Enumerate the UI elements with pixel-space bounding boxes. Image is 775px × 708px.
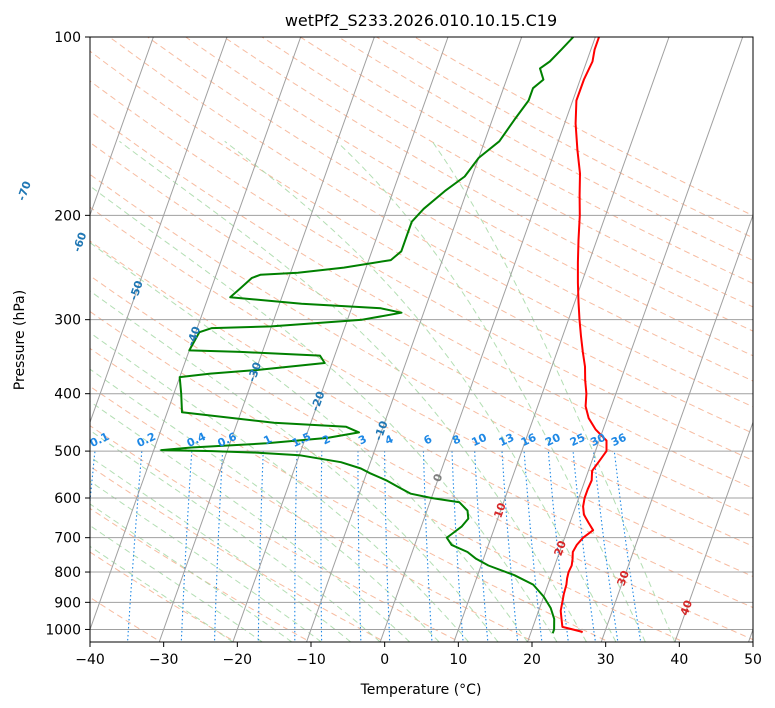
dry-adiabat-line <box>90 173 753 547</box>
y-tick-label: 300 <box>54 313 81 329</box>
mixing-ratio-line <box>422 451 433 642</box>
y-tick-label: 600 <box>54 491 81 507</box>
isotherm-label: -40 <box>184 324 203 347</box>
x-tick-label: 40 <box>670 652 688 668</box>
isotherm-label: -20 <box>309 389 328 412</box>
y-tick-label: 800 <box>54 565 81 581</box>
skewed-isotherm-gridlines <box>90 37 753 642</box>
y-tick-label: 700 <box>54 531 81 547</box>
x-axis-ticks: −40 −30 −20 −10 0 10 20 30 40 50 <box>75 642 762 668</box>
dry-adiabat-line <box>223 37 753 332</box>
mixing-ratio-line <box>320 451 323 642</box>
isotherm-label: -10 <box>372 419 391 442</box>
isotherm-label: 10 <box>491 501 508 520</box>
x-tick-label: −20 <box>223 652 253 668</box>
dry-adiabat-line <box>90 240 753 609</box>
dry-adiabat-line <box>299 37 753 284</box>
mixing-ratio-label: 10 <box>470 431 490 449</box>
isotherm-label: -60 <box>70 230 89 253</box>
isotherm-gridline <box>90 37 154 217</box>
mixing-ratio-label: 16 <box>519 431 539 449</box>
x-tick-label: 0 <box>380 652 389 668</box>
isotherm-gridline <box>90 37 228 424</box>
plot-area <box>90 37 753 642</box>
isotherm-gridline <box>674 420 753 642</box>
isotherm-gridline <box>527 37 744 642</box>
dry-adiabat-line <box>90 141 753 518</box>
mixing-ratio-label: 36 <box>609 431 629 449</box>
y-axis-title: Pressure (hPa) <box>12 290 28 390</box>
chart-title: wetPf2_S233.2026.010.10.15.C19 <box>285 11 557 31</box>
zero-isotherm-label: 0 <box>431 472 446 484</box>
isotherm-label: 20 <box>552 539 569 558</box>
dry-adiabat-line <box>185 37 753 357</box>
x-tick-label: 20 <box>523 652 541 668</box>
y-tick-label: 500 <box>54 444 81 460</box>
x-tick-label: 50 <box>744 652 762 668</box>
isotherm-gridline <box>453 37 670 642</box>
plot-frame <box>89 36 754 643</box>
isotherm-gridline <box>90 37 302 631</box>
mixing-ratio-line <box>384 451 391 642</box>
mixing-ratio-line <box>357 451 362 642</box>
x-tick-label: 10 <box>449 652 467 668</box>
dry-adiabat-line <box>90 206 753 578</box>
x-tick-label: −30 <box>149 652 179 668</box>
mixing-ratio-label: 25 <box>568 431 587 449</box>
isotherm-label: -50 <box>127 279 146 302</box>
mixing-ratio-line <box>613 451 642 642</box>
y-tick-label: 200 <box>54 208 81 224</box>
isotherm-gridline <box>158 37 375 642</box>
dry-adiabat-line <box>90 80 753 462</box>
isotherm-gridline <box>379 37 596 642</box>
mixing-ratio-line <box>180 451 193 642</box>
isotherm-label: 30 <box>615 568 632 587</box>
mixing-ratio-line <box>213 451 224 642</box>
dewpoint-profile-line <box>160 37 575 634</box>
mixing-ratio-line <box>294 451 298 642</box>
temperature-profile-line <box>559 37 608 633</box>
mixing-ratio-label: 20 <box>543 431 563 449</box>
isotherm-label: -30 <box>245 360 264 383</box>
sounding-series <box>160 37 608 634</box>
x-tick-label: −40 <box>75 652 105 668</box>
dry-adiabat-line <box>90 50 753 434</box>
y-tick-label: 400 <box>54 387 81 403</box>
mixing-ratio-label: 13 <box>497 431 516 449</box>
y-tick-label: 100 <box>54 30 81 46</box>
mixing-ratio-line <box>257 451 264 642</box>
isotherm-label: -70 <box>15 179 34 202</box>
x-axis-title: Temperature (°C) <box>360 682 482 698</box>
y-tick-label: 900 <box>54 595 81 611</box>
y-axis-ticks: 100 200 300 400 500 600 700 800 900 1000 <box>45 30 90 638</box>
mixing-ratio-label: 30 <box>588 431 608 449</box>
mixing-ratio-lines <box>90 451 642 642</box>
isotherm-gridline <box>232 37 449 642</box>
x-tick-label: −10 <box>296 652 326 668</box>
isotherm-gridline <box>306 37 523 642</box>
isotherm-label: 40 <box>678 598 695 617</box>
x-tick-label: 30 <box>597 652 615 668</box>
y-tick-label: 1000 <box>45 622 81 638</box>
isotherm-gridline <box>600 213 753 642</box>
